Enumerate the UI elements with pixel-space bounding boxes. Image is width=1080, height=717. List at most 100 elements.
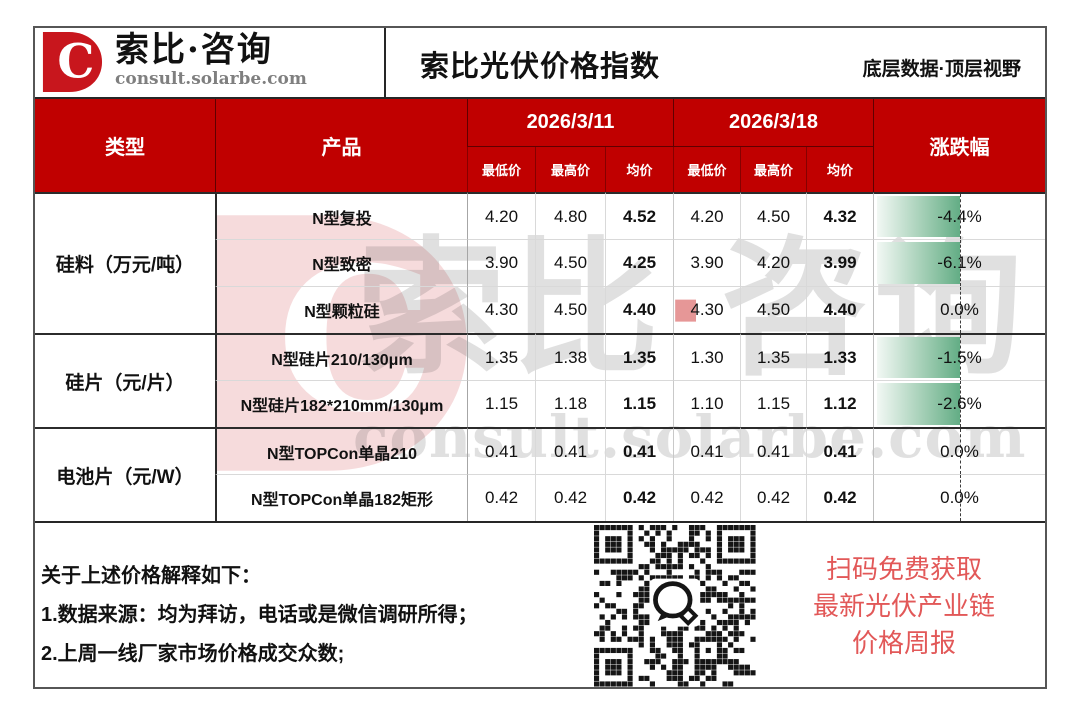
change-cell: 0.0% (873, 474, 1045, 521)
change-data-bar (877, 196, 960, 237)
product-cell: N型硅片182*210mm/130μm (215, 380, 467, 427)
report-frame: C 索比·咨询 consult.solarbe.com C 索比·咨询 cons… (33, 26, 1047, 689)
change-value: 0.0% (940, 488, 979, 507)
price-cell: 4.80 (535, 192, 605, 239)
price-cell: 1.30 (673, 333, 740, 380)
change-value: -4.4% (937, 206, 982, 226)
note-line: 1.数据来源：均为拜访，电话或是微信调研所得； (41, 604, 478, 626)
change-data-bar (877, 337, 960, 378)
price-cell: 3.90 (467, 239, 535, 286)
price-cell: 1.15 (740, 380, 806, 427)
subheader-min-price: 最低价 (673, 147, 740, 192)
price-cell: 1.38 (535, 333, 605, 380)
price-cell: 1.18 (535, 380, 605, 427)
price-cell: 0.41 (740, 427, 806, 474)
subheader-avg-price: 均价 (806, 147, 873, 192)
change-value: -6.1% (937, 253, 982, 272)
column-header-date-2: 2026/3/18 (673, 99, 873, 147)
price-cell: 4.50 (535, 286, 605, 333)
subheader-max-price: 最高价 (535, 147, 605, 192)
change-value: -1.5% (937, 347, 982, 367)
price-notes: 关于上述价格解释如下： 1.数据来源：均为拜访，电话或是微信调研所得； 2.上周… (35, 523, 587, 689)
price-cell: 0.42 (467, 474, 535, 521)
category-cell: 硅料（万元/吨） (35, 192, 215, 333)
note-line: 关于上述价格解释如下： (41, 565, 261, 587)
avg-price-cell: 1.35 (605, 333, 673, 380)
change-axis-line (959, 287, 961, 333)
change-cell: 0.0% (873, 286, 1045, 333)
price-cell: 4.20 (673, 192, 740, 239)
change-value: 0.0% (940, 300, 979, 319)
avg-price-cell: 4.40 (806, 286, 873, 333)
avg-price-cell: 1.33 (806, 333, 873, 380)
price-cell: 1.10 (673, 380, 740, 427)
report-footer: 关于上述价格解释如下： 1.数据来源：均为拜访，电话或是微信调研所得； 2.上周… (35, 523, 1045, 689)
change-axis-line (959, 240, 961, 286)
logo-domain: consult.solarbe.com (115, 69, 307, 89)
change-cell: -4.4% (873, 192, 1045, 239)
price-cell: 0.41 (535, 427, 605, 474)
price-cell: 4.50 (535, 239, 605, 286)
product-cell: N型TOPCon单晶210 (215, 427, 467, 474)
price-cell: 4.20 (740, 239, 806, 286)
avg-price-cell: 0.42 (605, 474, 673, 521)
note-line: 2.上周一线厂家市场价格成交众数; (41, 643, 345, 665)
column-header-date-1: 2026/3/11 (467, 99, 673, 147)
product-cell: N型TOPCon单晶182矩形 (215, 474, 467, 521)
logo-brand-name: 索比·咨询 (115, 30, 273, 70)
change-axis-line (959, 381, 961, 427)
price-cell: 4.50 (740, 192, 806, 239)
logo-text: 索比·咨询 consult.solarbe.com (115, 30, 307, 89)
logo-block: C 索比·咨询 consult.solarbe.com (35, 28, 386, 97)
change-cell: -2.6% (873, 380, 1045, 427)
change-value: -2.6% (937, 394, 982, 413)
product-cell: N型颗粒硅 (215, 286, 467, 333)
price-cell: 1.35 (467, 333, 535, 380)
report-header: C 索比·咨询 consult.solarbe.com 索比光伏价格指数 底层数… (35, 28, 1045, 99)
solarbe-logo-icon: C (42, 31, 103, 93)
column-header-change: 涨跌幅 (873, 99, 1045, 192)
scan-cta-text: 扫码免费获取 最新光伏产业链 价格周报 (763, 523, 1045, 689)
avg-price-cell: 4.25 (605, 239, 673, 286)
tagline: 底层数据·顶层视野 (862, 59, 1021, 80)
cta-line: 最新光伏产业链 (812, 590, 995, 621)
change-cell: -1.5% (873, 333, 1045, 380)
change-data-bar (877, 242, 960, 284)
price-cell: 0.42 (535, 474, 605, 521)
change-axis-line (959, 475, 961, 521)
change-axis-line (959, 335, 961, 380)
subheader-min-price: 最低价 (467, 147, 535, 192)
subheader-max-price: 最高价 (740, 147, 806, 192)
avg-price-cell: 0.41 (605, 427, 673, 474)
change-data-bar (877, 383, 960, 425)
cta-line: 扫码免费获取 (825, 553, 982, 584)
product-cell: N型复投 (215, 192, 467, 239)
avg-price-cell: 0.42 (806, 474, 873, 521)
avg-price-cell: 1.15 (605, 380, 673, 427)
price-cell: 3.90 (673, 239, 740, 286)
category-cell: 硅片（元/片） (35, 333, 215, 427)
price-cell: 0.42 (740, 474, 806, 521)
avg-price-cell: 4.40 (605, 286, 673, 333)
price-cell: 0.42 (673, 474, 740, 521)
subheader-avg-price: 均价 (605, 147, 673, 192)
change-axis-line (959, 194, 961, 239)
avg-price-cell: 0.41 (806, 427, 873, 474)
change-cell: 0.0% (873, 427, 1045, 474)
price-cell: 4.30 (673, 286, 740, 333)
column-header-type: 类型 (35, 99, 215, 192)
avg-price-cell: 3.99 (806, 239, 873, 286)
avg-price-cell: 4.32 (806, 192, 873, 239)
change-cell: -6.1% (873, 239, 1045, 286)
price-cell: 0.41 (467, 427, 535, 474)
product-cell: N型致密 (215, 239, 467, 286)
price-cell: 0.41 (673, 427, 740, 474)
price-cell: 1.15 (467, 380, 535, 427)
page-title: 索比光伏价格指数 (419, 51, 660, 83)
change-value: 0.0% (940, 441, 979, 461)
price-cell: 4.20 (467, 192, 535, 239)
price-cell: 4.50 (740, 286, 806, 333)
avg-price-cell: 1.12 (806, 380, 873, 427)
column-header-product: 产品 (215, 99, 467, 192)
